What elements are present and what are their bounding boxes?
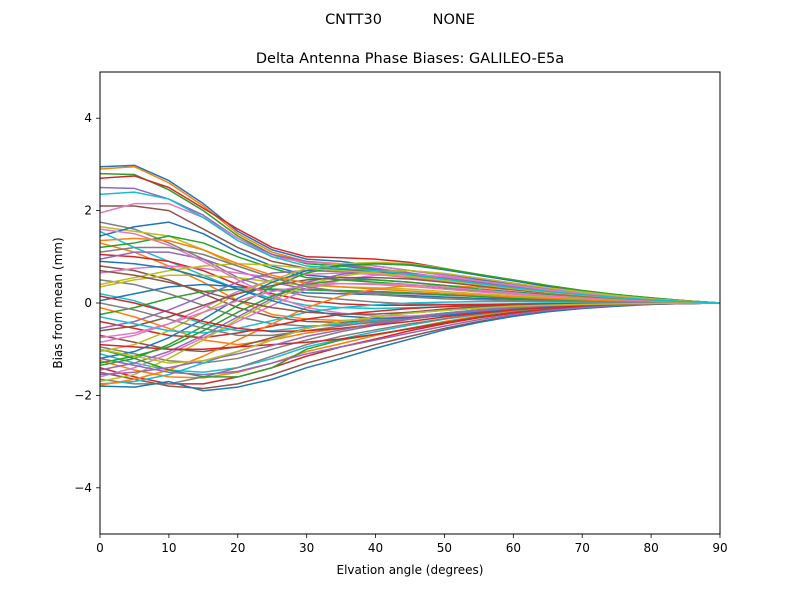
series-line-52 — [100, 237, 720, 304]
x-tick-label: 20 — [230, 541, 245, 555]
y-tick-label: −4 — [74, 481, 92, 495]
series-line-45 — [100, 302, 720, 376]
x-tick-label: 60 — [506, 541, 521, 555]
series-line-60 — [100, 191, 720, 304]
y-tick-label: −2 — [74, 388, 92, 402]
y-tick-label: 4 — [84, 111, 92, 125]
y-tick-label: 2 — [84, 204, 92, 218]
series-line-57 — [100, 282, 720, 339]
series-line-58 — [100, 246, 720, 304]
x-tick-label: 80 — [643, 541, 658, 555]
series-line-41 — [100, 302, 720, 392]
series-line-59 — [100, 302, 720, 364]
y-axis-label: Bias from mean (mm) — [51, 237, 65, 368]
x-axis-label: Elvation angle (degrees) — [337, 563, 484, 577]
x-tick-label: 30 — [299, 541, 314, 555]
series-layer — [100, 164, 720, 392]
series-line-39 — [100, 269, 720, 383]
x-axis: 0 10 20 30 40 50 60 70 80 90 — [96, 534, 728, 555]
y-axis: −4 −2 0 2 4 — [74, 111, 100, 495]
x-tick-label: 70 — [575, 541, 590, 555]
x-tick-label: 0 — [96, 541, 104, 555]
x-tick-label: 90 — [712, 541, 727, 555]
y-tick-label: 0 — [84, 296, 92, 310]
x-tick-label: 10 — [161, 541, 176, 555]
chart-title: Delta Antenna Phase Biases: GALILEO-E5a — [256, 51, 564, 67]
figure-suptitle: CNTT30 NONE — [325, 12, 475, 28]
x-tick-label: 50 — [437, 541, 452, 555]
series-line-33 — [100, 262, 720, 367]
x-tick-label: 40 — [368, 541, 383, 555]
